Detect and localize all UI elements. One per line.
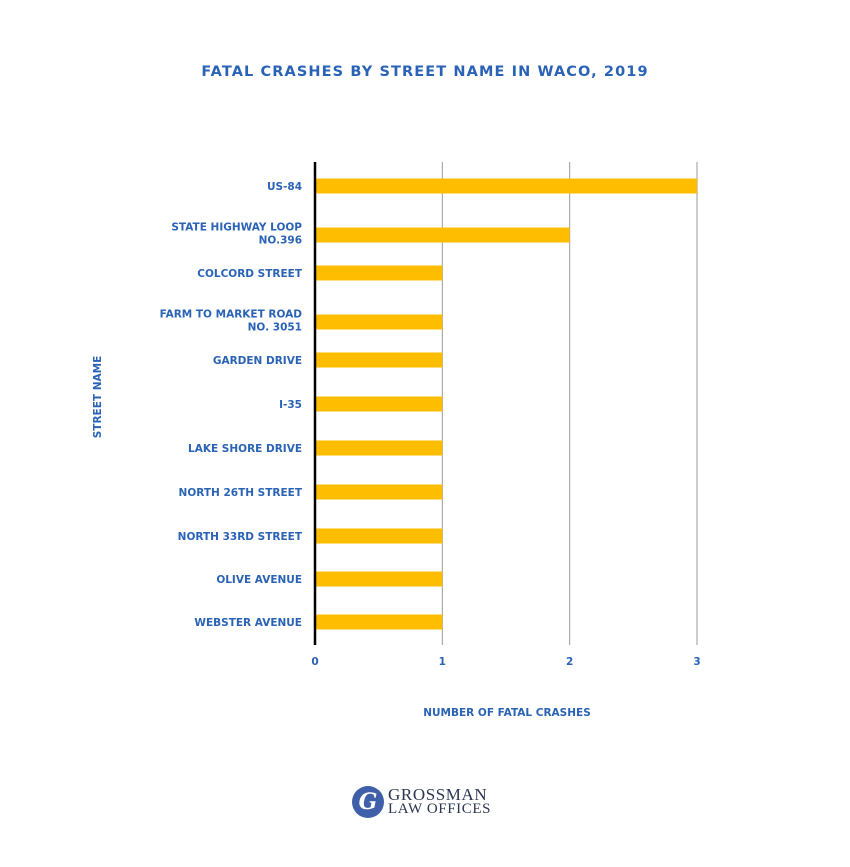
category-label: US-84 bbox=[267, 181, 302, 193]
bar bbox=[315, 314, 443, 330]
bar bbox=[315, 614, 443, 630]
logo-line-2: LAW OFFICES bbox=[388, 801, 492, 817]
chart-title: FATAL CRASHES BY STREET NAME IN WACO, 20… bbox=[201, 64, 649, 80]
category-label: I-35 bbox=[279, 399, 302, 411]
category-label: NORTH 33RD STREET bbox=[178, 531, 303, 543]
category-label: LAKE SHORE DRIVE bbox=[188, 443, 302, 455]
bar bbox=[315, 528, 443, 544]
grossman-logo: G GROSSMAN LAW OFFICES bbox=[352, 786, 491, 818]
bar bbox=[315, 571, 443, 587]
bar bbox=[315, 352, 443, 368]
x-tick-label: 3 bbox=[693, 656, 700, 668]
bar bbox=[315, 440, 443, 456]
bar bbox=[315, 484, 443, 500]
x-tick-label: 2 bbox=[566, 656, 573, 668]
x-tick-label: 1 bbox=[439, 656, 446, 668]
x-tick-label: 0 bbox=[311, 656, 318, 668]
category-label: GARDEN DRIVE bbox=[213, 355, 302, 367]
category-label: WEBSTER AVENUE bbox=[194, 617, 302, 629]
bar bbox=[315, 227, 570, 243]
bar bbox=[315, 178, 697, 194]
category-label: OLIVE AVENUE bbox=[216, 574, 302, 586]
x-axis-title: NUMBER OF FATAL CRASHES bbox=[423, 707, 591, 719]
bar bbox=[315, 396, 443, 412]
category-label: NO. 3051 bbox=[248, 322, 302, 334]
category-label: STATE HIGHWAY LOOP bbox=[171, 222, 302, 234]
category-label: FARM TO MARKET ROAD bbox=[160, 309, 303, 321]
category-label: NO.396 bbox=[259, 235, 302, 247]
category-label: NORTH 26TH STREET bbox=[179, 487, 303, 499]
logo-g-icon: G bbox=[352, 786, 384, 818]
logo-line-1: GROSSMAN bbox=[388, 785, 488, 804]
category-label: COLCORD STREET bbox=[197, 268, 303, 280]
bar bbox=[315, 265, 443, 281]
